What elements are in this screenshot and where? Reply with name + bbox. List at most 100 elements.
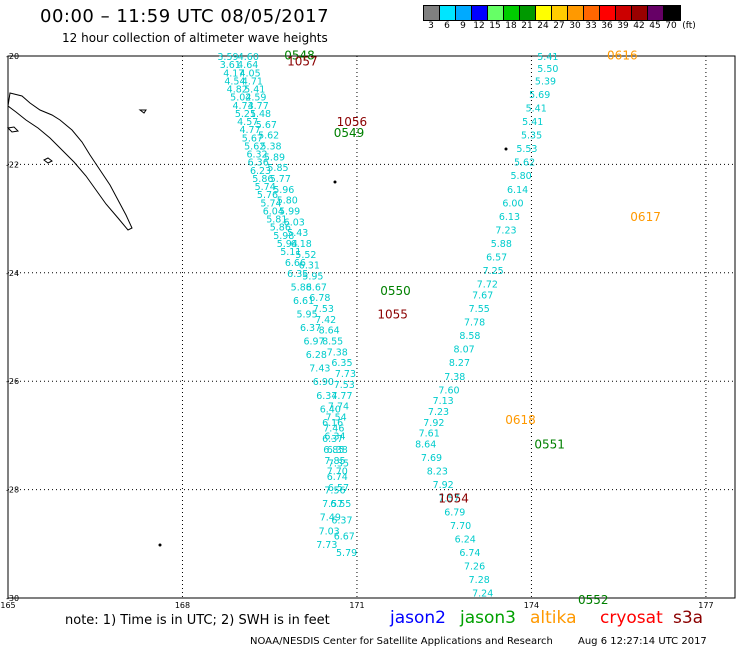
- map-grid: [7, 55, 736, 599]
- legend-label: 45: [649, 21, 661, 31]
- wave-height-value: 6.74: [327, 472, 348, 483]
- wave-height-value: 4.64: [237, 60, 258, 71]
- wave-height-value: 7.61: [419, 429, 440, 440]
- legend-swatch: [648, 6, 664, 20]
- wave-height-value: 5.96: [273, 185, 294, 196]
- wave-height-value: 5.21: [235, 109, 256, 120]
- wave-height-value: 5.38: [260, 141, 281, 152]
- wave-height-value: 5.69: [529, 90, 550, 101]
- lat-tick-label: -26: [6, 377, 19, 386]
- wave-height-value: 6.03: [284, 217, 305, 228]
- map-frame: [7, 55, 736, 599]
- wave-height-value: 6.57: [486, 253, 507, 264]
- wave-height-value: 5.52: [295, 250, 316, 261]
- legend-swatch: [472, 6, 488, 20]
- wave-height-value: 3.59: [217, 52, 238, 63]
- wave-height-value: 6.31: [299, 261, 320, 272]
- wave-height-value: 5.11: [280, 247, 301, 258]
- lat-tick-label: -28: [6, 486, 19, 495]
- wave-height-value: 4.57: [237, 117, 258, 128]
- wave-height-value: 7.53: [334, 380, 355, 391]
- wave-height-value: 5.80: [511, 171, 532, 182]
- lon-tick-label: 174: [524, 601, 539, 610]
- wave-height-value: 5.94: [277, 239, 298, 250]
- wave-height-value: 6.40: [320, 404, 341, 415]
- wave-height-value: 4.77: [239, 125, 260, 136]
- islands: [158, 147, 508, 547]
- wave-height-value: 7.28: [469, 575, 490, 586]
- legend-swatch: [536, 6, 552, 20]
- wave-height-value: 5.41: [522, 117, 543, 128]
- wave-height-value: 5.88: [291, 282, 312, 293]
- wave-height-value: 5.85: [267, 163, 288, 174]
- wave-height-value: 6.04: [263, 206, 284, 217]
- wave-height-value: 6.32: [246, 150, 267, 161]
- legend-label: 36: [601, 21, 613, 31]
- wave-height-value: 5.98: [273, 231, 294, 242]
- wave-height-value: 5.02: [230, 93, 251, 104]
- wave-height-value: 4.73: [232, 101, 253, 112]
- wave-height-value: 6.28: [306, 350, 327, 361]
- wave-height-value: 7.57: [322, 499, 343, 510]
- wave-height-value: 8.58: [459, 331, 480, 342]
- legend-label: 15: [489, 21, 501, 31]
- legend-swatch: [456, 6, 472, 20]
- wave-height-value: 6.37: [331, 515, 352, 526]
- wave-height-value: 7.42: [315, 315, 336, 326]
- wave-height-value: 7.92: [423, 418, 444, 429]
- wave-height-value: 7.92: [433, 480, 454, 491]
- legend-label: 12: [473, 21, 485, 31]
- legend-label: 42: [633, 21, 645, 31]
- wave-height-value: 8.27: [449, 358, 470, 369]
- legend-swatch: [600, 6, 616, 20]
- legend-label: 18: [505, 21, 517, 31]
- wave-height-value: 5.41: [244, 85, 265, 96]
- wave-height-value: 7.78: [464, 318, 485, 329]
- sat-s3a: s3a: [673, 608, 704, 628]
- page-title: 00:00 – 11:59 UTC 08/05/2017: [40, 6, 330, 27]
- pass-time-label: 1056: [337, 115, 368, 129]
- legend-swatch: [616, 6, 632, 20]
- wave-height-value: 6.61: [293, 296, 314, 307]
- wave-height-value: 7.46: [323, 423, 344, 434]
- wave-height-value: 6.38: [327, 445, 348, 456]
- wave-height-value: 5.74: [255, 182, 276, 193]
- wave-height-value: 7.23: [495, 225, 516, 236]
- legend-label: 27: [553, 21, 565, 31]
- pass-time-label: 0616: [607, 48, 638, 62]
- wave-height-value: 6.78: [309, 293, 330, 304]
- legend-swatch: [664, 6, 680, 20]
- wave-height-value: 7.70: [450, 521, 471, 532]
- lon-tick-label: 168: [175, 601, 190, 610]
- wave-height-value: 8.23: [427, 467, 448, 478]
- wave-height-value: 7.49: [320, 513, 341, 524]
- legend-label: 30: [569, 21, 581, 31]
- wave-height-value: 7.57: [438, 494, 459, 505]
- lat-tick-label: -24: [6, 269, 19, 278]
- lat-tick-label: -20: [6, 52, 19, 61]
- legend-swatch: [632, 6, 648, 20]
- wave-height-value: 7.70: [327, 467, 348, 478]
- wave-height-value: 6.23: [250, 166, 271, 177]
- wave-height-value: 7.38: [327, 347, 348, 358]
- wave-height-value: 7.69: [421, 453, 442, 464]
- wave-height-value: 4.54: [224, 76, 245, 87]
- pass-time-label: 0550: [380, 284, 411, 298]
- wave-height-value: 6.37: [300, 323, 321, 334]
- pass-time-label: 0618: [505, 413, 536, 427]
- wave-height-value: 7.43: [309, 364, 330, 375]
- wave-height-value: 6.35: [331, 358, 352, 369]
- wave-height-value: 5.77: [270, 174, 291, 185]
- wave-height-value: 5.86: [270, 223, 291, 234]
- wave-height-value: 5.43: [287, 228, 308, 239]
- legend-label: 9: [460, 21, 466, 31]
- wave-height-value: 5.62: [514, 158, 535, 169]
- wave-height-value: 5.41: [537, 52, 558, 63]
- legend-label: 3: [428, 21, 434, 31]
- wave-height-value: 5.62: [244, 141, 265, 152]
- sat-jason2: jason2: [390, 608, 446, 628]
- pass-time-label: 1057: [287, 54, 318, 68]
- wave-height-value: 4.60: [238, 52, 259, 63]
- wave-height-value: 6.16: [322, 418, 343, 429]
- satellite-tracks: 3.593.614.174.544.825.024.735.214.574.77…: [217, 52, 558, 600]
